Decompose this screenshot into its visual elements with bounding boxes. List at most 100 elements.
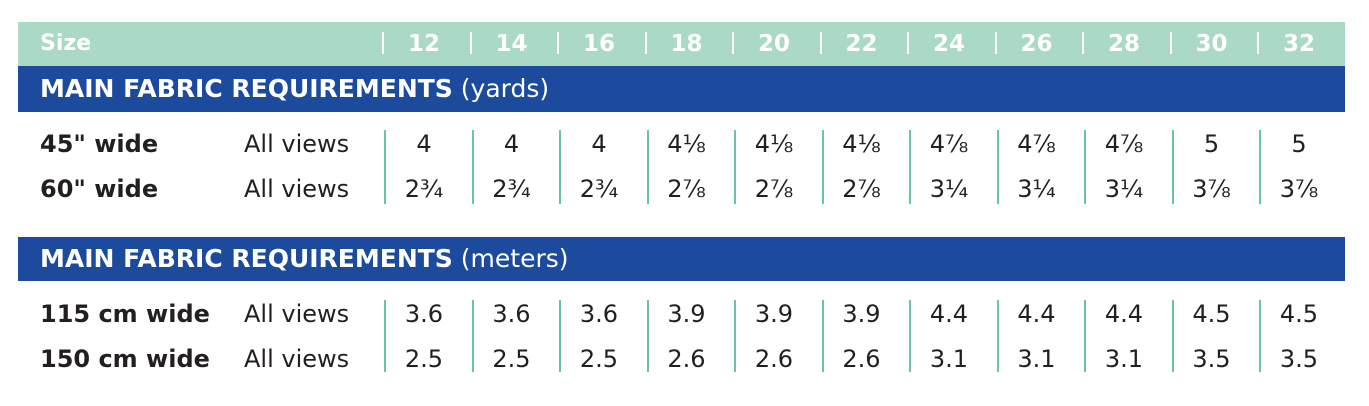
row-views: All views	[244, 175, 350, 203]
column-separator	[1259, 130, 1261, 204]
value-cell: 4⅛	[842, 130, 881, 158]
yards-section-title: MAIN FABRIC REQUIREMENTS (yards)	[40, 66, 549, 112]
size-20: 20	[757, 31, 790, 57]
value-cell: 2¾	[579, 175, 619, 203]
value-cell: 4.4	[929, 300, 969, 328]
column-separator	[1084, 300, 1086, 372]
size-26: 26	[1020, 31, 1053, 57]
yards-section-header: MAIN FABRIC REQUIREMENTS (yards)	[18, 66, 1345, 112]
size-label: Size	[40, 31, 92, 56]
value-cell: 3.6	[492, 300, 531, 328]
size-30: 30	[1195, 31, 1228, 57]
row-views: All views	[244, 300, 350, 328]
value-cell: 4	[591, 130, 607, 158]
value-cell: 3⅞	[1279, 175, 1319, 203]
value-cell: 4	[416, 130, 432, 158]
column-separator	[646, 130, 649, 204]
value-cell: 4.4	[1104, 300, 1144, 328]
column-separator	[1259, 300, 1261, 372]
size-column-separator	[907, 32, 909, 54]
row-label: 150 cm wide	[40, 345, 210, 373]
column-separator	[909, 300, 911, 372]
meters-section-title: MAIN FABRIC REQUIREMENTS (meters)	[40, 237, 569, 281]
value-cell: 4.4	[1017, 300, 1056, 328]
value-cell: 3.5	[1279, 345, 1319, 373]
value-cell: 4	[503, 130, 520, 158]
value-cell: 3.6	[579, 300, 619, 328]
size-column-separator	[469, 32, 472, 54]
value-cell: 2¾	[404, 175, 444, 203]
value-cell: 5	[1291, 130, 1307, 158]
size-column-separator	[1169, 32, 1172, 54]
value-cell: 4⅞	[929, 130, 969, 158]
value-cell: 3¼	[1104, 175, 1144, 203]
value-cell: 2.5	[404, 345, 444, 373]
column-separator	[559, 130, 561, 204]
size-12: 12	[407, 31, 440, 57]
yards-section-title-main: MAIN FABRIC REQUIREMENTS	[40, 74, 453, 103]
row-label: 115 cm wide	[40, 300, 210, 328]
value-cell: 4⅞	[1104, 130, 1144, 158]
value-cell: 3.1	[1104, 345, 1144, 373]
value-cell: 3.1	[929, 345, 969, 373]
size-16: 16	[582, 31, 615, 57]
value-cell: 4⅛	[754, 130, 794, 158]
size-column-separator	[1082, 32, 1084, 54]
column-separator	[821, 300, 824, 372]
value-cell: 3.9	[754, 300, 794, 328]
value-cell: 3.5	[1192, 345, 1231, 373]
column-separator	[471, 300, 474, 372]
value-cell: 3.6	[404, 300, 444, 328]
value-cell: 3.9	[667, 300, 706, 328]
value-cell: 2.6	[667, 345, 706, 373]
size-18: 18	[670, 31, 703, 57]
column-separator	[734, 130, 736, 204]
value-cell: 3.9	[842, 300, 881, 328]
row-views: All views	[244, 130, 350, 158]
row-label: 60" wide	[40, 175, 159, 203]
value-cell: 3⅞	[1192, 175, 1231, 203]
size-22: 22	[845, 31, 878, 57]
meters-section-header: MAIN FABRIC REQUIREMENTS (meters)	[18, 237, 1345, 281]
column-separator	[909, 130, 911, 204]
column-separator	[384, 130, 386, 204]
value-cell: 2.5	[492, 345, 531, 373]
size-header-row: Size 12 14 16 18 20 22 24 26 28 30 32	[18, 22, 1345, 66]
meters-section-title-unit: (meters)	[460, 244, 569, 273]
value-cell: 2⅞	[754, 175, 794, 203]
size-28: 28	[1107, 31, 1140, 57]
column-separator	[384, 300, 386, 372]
meters-section-title-main: MAIN FABRIC REQUIREMENTS	[40, 244, 453, 273]
size-24: 24	[932, 31, 965, 57]
column-separator	[1171, 130, 1174, 204]
value-cell: 3.1	[1017, 345, 1056, 373]
size-32: 32	[1282, 31, 1315, 57]
column-separator	[1171, 300, 1174, 372]
value-cell: 3¼	[929, 175, 969, 203]
column-separator	[734, 300, 736, 372]
size-column-separator	[994, 32, 997, 54]
column-separator	[559, 300, 561, 372]
value-cell: 4.5	[1279, 300, 1319, 328]
value-cell: 4⅛	[667, 130, 706, 158]
size-column-separator	[1257, 32, 1259, 54]
value-cell: 2.6	[842, 345, 881, 373]
size-14: 14	[495, 31, 528, 57]
column-separator	[646, 300, 649, 372]
row-views: All views	[244, 345, 350, 373]
size-column-separator	[732, 32, 734, 54]
column-separator	[821, 130, 824, 204]
value-cell: 2.5	[579, 345, 619, 373]
size-column-separator	[382, 32, 384, 54]
column-separator	[996, 130, 999, 204]
value-cell: 2.6	[754, 345, 794, 373]
size-column-separator	[644, 32, 647, 54]
value-cell: 3¼	[1017, 175, 1056, 203]
column-separator	[996, 300, 999, 372]
value-cell: 5	[1203, 130, 1220, 158]
value-cell: 2¾	[492, 175, 531, 203]
row-label: 45" wide	[40, 130, 159, 158]
column-separator	[471, 130, 474, 204]
value-cell: 2⅞	[842, 175, 881, 203]
value-cell: 2⅞	[667, 175, 706, 203]
